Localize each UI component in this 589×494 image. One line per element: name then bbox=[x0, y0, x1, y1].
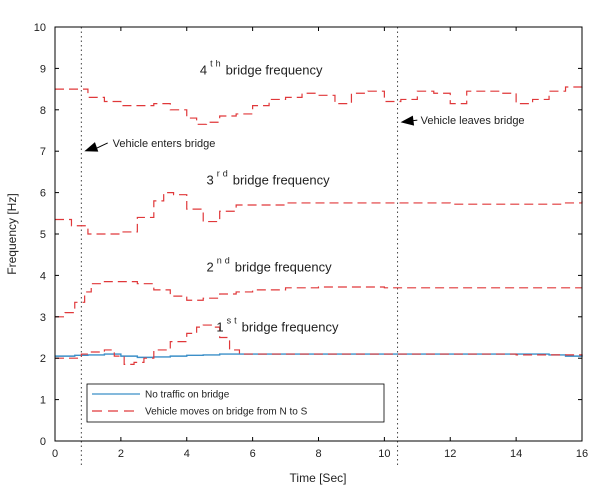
reference-lines bbox=[80, 27, 399, 468]
y-tick-label: 10 bbox=[34, 22, 46, 34]
x-tick-label: 12 bbox=[444, 448, 456, 460]
annotation-superscript: rd bbox=[217, 168, 231, 178]
annotation-text: bridge frequency bbox=[242, 319, 339, 334]
annotation-text: bridge frequency bbox=[233, 172, 330, 187]
plot-frame bbox=[54, 26, 583, 442]
arrow-label: Vehicle enters bridge bbox=[113, 138, 216, 150]
legend-label-vehicle: Vehicle moves on bridge from N to S bbox=[145, 407, 308, 418]
y-tick-label: 3 bbox=[40, 312, 46, 324]
annotation-number: 4 bbox=[200, 63, 207, 78]
x-tick-label: 10 bbox=[378, 448, 390, 460]
annotation-superscript: th bbox=[210, 59, 224, 69]
legend: No traffic on bridge Vehicle moves on br… bbox=[86, 383, 385, 423]
annotation-text: bridge frequency bbox=[235, 259, 332, 274]
y-tick-label: 1 bbox=[40, 395, 46, 407]
y-tick-label: 7 bbox=[40, 146, 46, 158]
arrows: Vehicle enters bridge Vehicle leaves brid… bbox=[84, 115, 525, 152]
annotation-number: 2 bbox=[207, 259, 214, 274]
series-line-vehicle-2 bbox=[55, 281, 582, 318]
series-line-vehicle-1 bbox=[55, 324, 583, 366]
y-tick-label: 4 bbox=[40, 270, 46, 282]
annotation-number: 1 bbox=[216, 319, 223, 334]
x-tick-label: 6 bbox=[250, 448, 256, 460]
x-axis-title: Time [Sec] bbox=[290, 471, 347, 485]
legend-label-no-traffic: No traffic on bridge bbox=[145, 390, 230, 401]
y-tick-label: 6 bbox=[40, 188, 46, 200]
annotation-superscript: nd bbox=[217, 255, 233, 265]
arrow-head-icon bbox=[400, 115, 415, 126]
x-tick-label: 2 bbox=[118, 448, 124, 460]
series-line-vehicle-3 bbox=[55, 192, 583, 235]
annotation-ann1: 1 st bridge frequency bbox=[216, 315, 339, 334]
series-layer bbox=[55, 82, 583, 366]
arrow-head-icon bbox=[84, 142, 99, 152]
x-tick-label: 8 bbox=[315, 448, 321, 460]
y-axis-title: Frequency [Hz] bbox=[5, 193, 19, 274]
y-tick-label: 5 bbox=[40, 229, 46, 241]
legend-box bbox=[86, 383, 385, 423]
y-tick-label: 2 bbox=[40, 353, 46, 365]
x-tick-label: 4 bbox=[184, 448, 190, 460]
y-tick-label: 0 bbox=[40, 436, 46, 448]
y-tick-label: 9 bbox=[40, 63, 46, 75]
annotation-number: 3 bbox=[207, 172, 214, 187]
x-tick-label: 16 bbox=[576, 448, 588, 460]
x-tick-label: 0 bbox=[52, 448, 58, 460]
y-tick-label: 8 bbox=[40, 105, 46, 117]
annotation-superscript: st bbox=[227, 315, 240, 325]
arrow-label: Vehicle leaves bridge bbox=[421, 115, 525, 127]
annotation-text: bridge frequency bbox=[226, 63, 323, 78]
x-tick-label: 14 bbox=[510, 448, 522, 460]
